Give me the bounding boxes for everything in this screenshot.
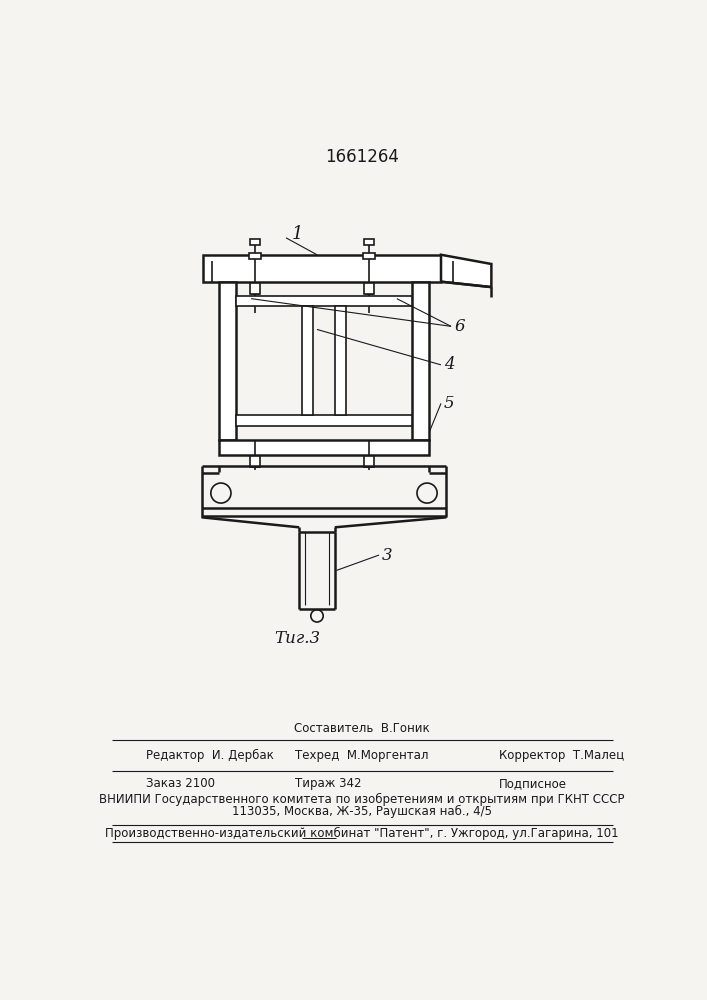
Text: 113035, Москва, Ж-35, Раушская наб., 4/5: 113035, Москва, Ж-35, Раушская наб., 4/5 xyxy=(232,805,492,818)
Bar xyxy=(335,306,346,415)
Text: Составитель  В.Гоник: Составитель В.Гоник xyxy=(294,722,430,735)
Bar xyxy=(235,296,412,306)
Text: 1: 1 xyxy=(292,225,303,243)
Text: 1661264: 1661264 xyxy=(325,148,399,166)
Text: Заказ 2100: Заказ 2100 xyxy=(146,777,216,790)
Text: Производственно-издательский комбинат "Патент", г. Ужгород, ул.Гагарина, 101: Производственно-издательский комбинат "П… xyxy=(105,827,619,840)
Bar xyxy=(218,440,429,455)
Bar xyxy=(303,306,313,415)
Text: 5: 5 xyxy=(444,395,455,412)
Bar xyxy=(218,282,235,440)
Bar xyxy=(250,283,260,294)
Bar xyxy=(363,253,375,259)
Bar xyxy=(250,456,260,467)
Bar xyxy=(203,255,441,282)
Bar xyxy=(363,456,374,467)
Bar xyxy=(412,282,429,440)
Polygon shape xyxy=(441,255,491,287)
Bar xyxy=(249,253,261,259)
Text: Τиг.3: Τиг.3 xyxy=(274,630,321,647)
Bar xyxy=(363,283,374,294)
Text: 3: 3 xyxy=(382,547,392,564)
Bar xyxy=(364,239,373,245)
Text: 4: 4 xyxy=(444,356,455,373)
Text: 6: 6 xyxy=(454,318,464,335)
Text: Корректор  Т.Малец: Корректор Т.Малец xyxy=(499,749,624,762)
Text: Техред  М.Моргентал: Техред М.Моргентал xyxy=(296,749,428,762)
Text: Тираж 342: Тираж 342 xyxy=(296,777,362,790)
Text: Редактор  И. Дербак: Редактор И. Дербак xyxy=(146,749,274,762)
Text: Подписное: Подписное xyxy=(499,777,567,790)
Bar xyxy=(235,415,412,426)
Bar xyxy=(250,239,259,245)
Text: ВНИИПИ Государственного комитета по изобретениям и открытиям при ГКНТ СССР: ВНИИПИ Государственного комитета по изоб… xyxy=(99,793,625,806)
